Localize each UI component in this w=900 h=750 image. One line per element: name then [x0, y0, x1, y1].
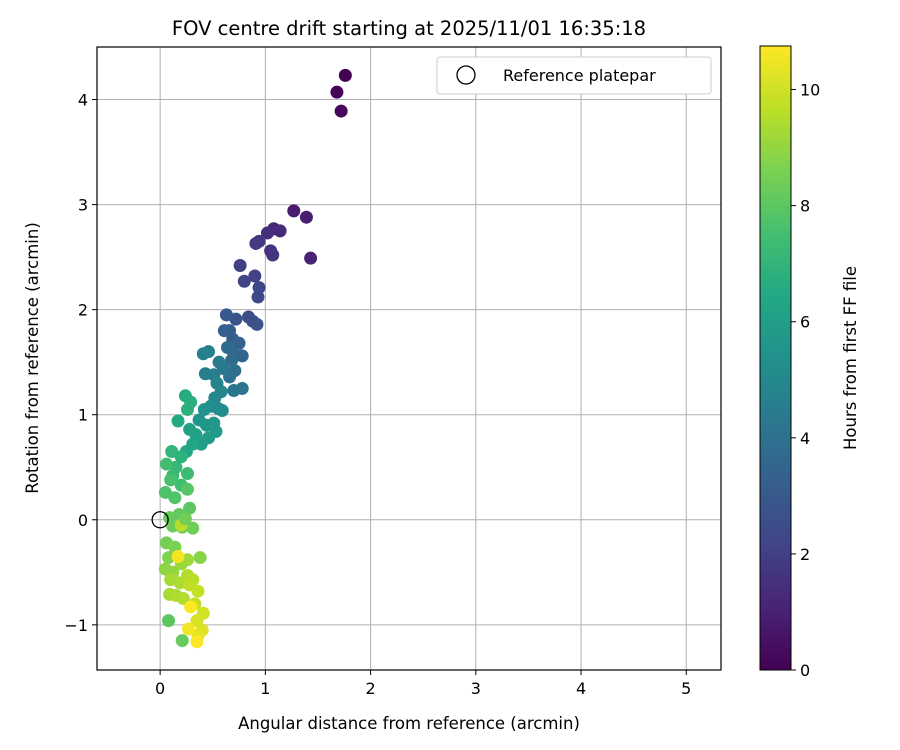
data-point	[252, 281, 266, 295]
data-point	[180, 482, 194, 496]
data-point	[287, 204, 301, 218]
data-point	[330, 85, 344, 99]
x-tick-label: 1	[260, 679, 270, 698]
colorbar-tick-label: 2	[800, 545, 810, 564]
legend-box	[436, 56, 712, 95]
data-point	[190, 614, 204, 628]
data-point	[168, 491, 182, 505]
y-tick-label: −1	[64, 616, 88, 635]
data-point	[220, 340, 234, 354]
colorbar-gradient	[759, 45, 792, 671]
data-point	[180, 402, 194, 416]
colorbar: 0 2 4 6 8 10 Hours from first FF file	[759, 45, 860, 680]
data-point	[273, 224, 287, 238]
x-tick-label: 0	[155, 679, 165, 698]
data-point	[182, 622, 196, 636]
colorbar-tick-label: 8	[800, 197, 810, 216]
x-tick-label: 3	[471, 679, 481, 698]
data-point	[198, 367, 212, 381]
data-point	[164, 473, 178, 487]
data-point	[178, 512, 192, 526]
data-point	[334, 104, 348, 118]
y-tick-label: 0	[78, 511, 88, 530]
data-point	[162, 551, 176, 565]
y-axis-label: Rotation from reference (arcmin)	[23, 222, 42, 494]
data-point	[162, 614, 176, 628]
x-tick-label: 4	[576, 679, 586, 698]
data-point	[266, 248, 280, 262]
colorbar-ticks: 0 2 4 6 8 10	[791, 81, 820, 680]
data-point	[249, 236, 263, 250]
data-point	[186, 521, 200, 535]
data-point	[171, 550, 185, 564]
data-point	[233, 259, 247, 273]
chart-title: FOV centre drift starting at 2025/11/01 …	[172, 17, 646, 40]
data-point	[174, 450, 188, 464]
colorbar-tick-label: 10	[800, 81, 820, 100]
data-point	[175, 634, 189, 648]
data-point	[260, 226, 274, 240]
data-point	[159, 457, 173, 471]
data-point	[171, 414, 185, 428]
data-point	[251, 290, 265, 304]
colorbar-tick-label: 6	[800, 313, 810, 332]
x-tick-label: 2	[365, 679, 375, 698]
y-tick-label: 4	[78, 91, 88, 110]
x-tick-label: 5	[681, 679, 691, 698]
data-point	[250, 317, 264, 331]
data-point	[197, 402, 211, 416]
data-point	[176, 592, 190, 606]
data-point	[232, 336, 246, 350]
y-tick-label: 2	[78, 301, 88, 320]
data-point	[158, 485, 172, 499]
grid-lines	[97, 47, 721, 670]
data-point	[217, 324, 231, 338]
data-point	[219, 308, 233, 322]
data-point	[338, 68, 352, 82]
legend-label: Reference platepar	[503, 66, 656, 85]
data-point	[225, 353, 239, 367]
data-point	[227, 384, 241, 398]
plot-frame	[96, 46, 722, 671]
data-point	[183, 422, 197, 436]
data-point	[196, 347, 210, 361]
y-tick-label: 1	[78, 406, 88, 425]
colorbar-tick-label: 0	[800, 661, 810, 680]
data-point	[248, 269, 262, 283]
data-point	[193, 551, 207, 565]
colorbar-label: Hours from first FF file	[841, 266, 860, 450]
data-point	[212, 355, 226, 369]
x-axis-ticks: 0 1 2 3 4 5	[155, 670, 691, 698]
data-point	[184, 600, 198, 614]
data-point	[183, 501, 197, 515]
data-point	[180, 467, 194, 481]
data-point	[190, 635, 204, 649]
data-point	[215, 404, 229, 418]
legend: Reference platepar	[436, 56, 712, 95]
data-point	[191, 584, 205, 598]
data-point	[299, 210, 313, 224]
data-points	[158, 68, 352, 649]
data-point	[304, 251, 318, 265]
reference-platepar-marker	[151, 511, 169, 529]
y-tick-label: 3	[78, 196, 88, 215]
colorbar-tick-label: 4	[800, 429, 810, 448]
x-axis-label: Angular distance from reference (arcmin)	[238, 714, 580, 733]
data-point	[165, 444, 179, 458]
data-point	[237, 274, 251, 288]
legend-marker	[456, 65, 476, 85]
y-axis-ticks: −1 0 1 2 3 4	[64, 91, 97, 635]
